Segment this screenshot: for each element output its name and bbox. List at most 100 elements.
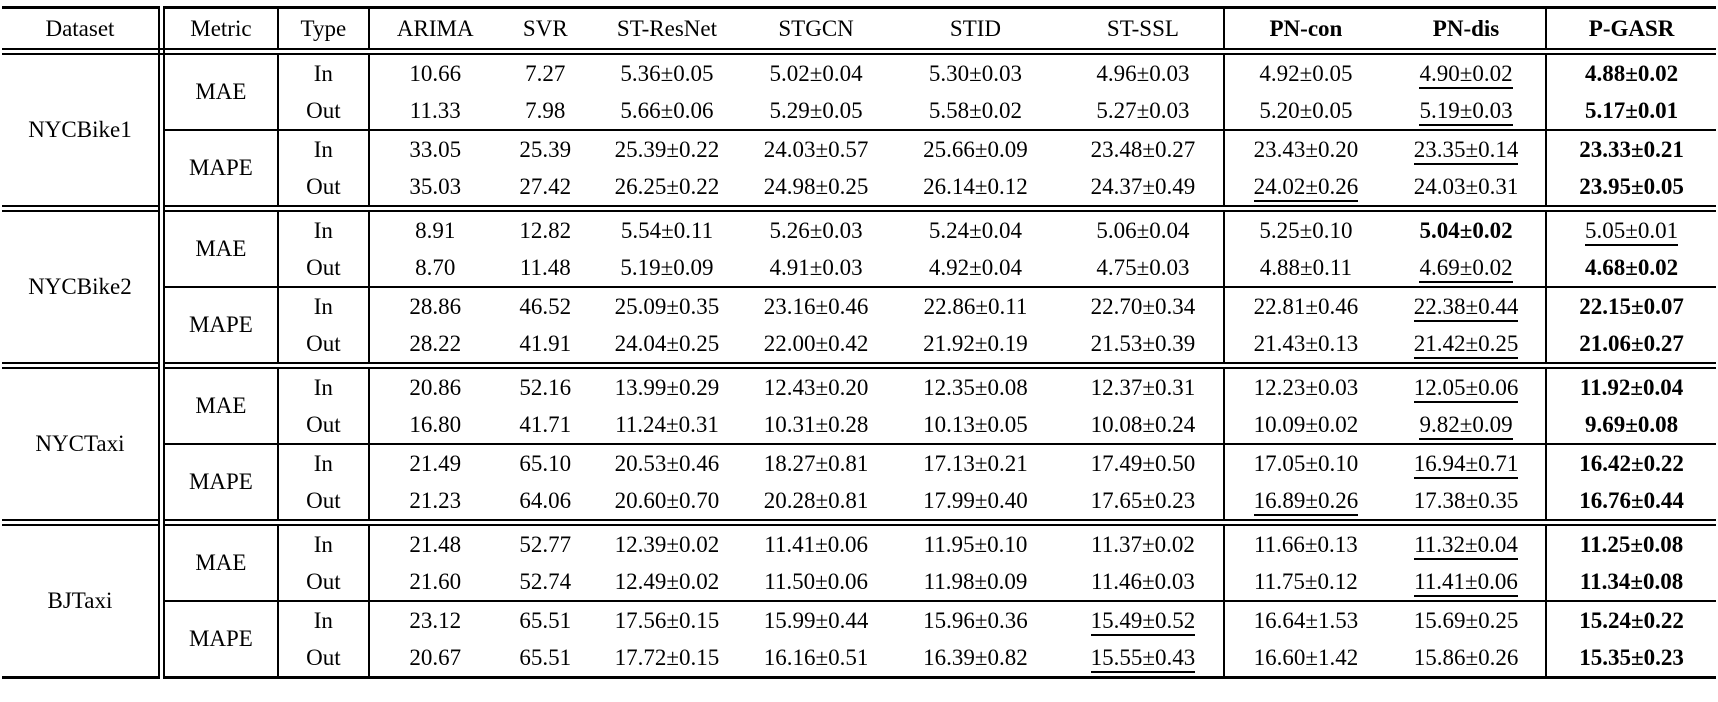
value-cell: 22.15±0.07 <box>1546 286 1716 325</box>
value-cell: 21.43±0.13 <box>1224 325 1387 366</box>
cell-value: 16.42±0.22 <box>1579 450 1684 476</box>
cell-value: 21.53±0.39 <box>1090 330 1196 356</box>
value-cell: 16.94±0.71 <box>1386 443 1548 482</box>
metric-label: MAE <box>161 519 279 601</box>
value-cell: 17.49±0.50 <box>1062 443 1226 482</box>
column-header-stid: STID <box>888 7 1063 55</box>
value-cell: 11.50±0.06 <box>744 563 888 601</box>
value-cell: 41.71 <box>501 406 590 444</box>
cell-value: 9.69±0.08 <box>1585 411 1679 437</box>
value-cell: 17.99±0.40 <box>888 482 1063 523</box>
value-cell: 17.65±0.23 <box>1062 482 1226 523</box>
cell-value: 11.46±0.03 <box>1091 568 1195 594</box>
value-cell: 21.53±0.39 <box>1062 325 1226 366</box>
value-cell: 20.28±0.81 <box>744 482 888 523</box>
cell-value: 5.58±0.02 <box>928 97 1023 123</box>
value-cell: 21.42±0.25 <box>1386 325 1548 366</box>
value-cell: 25.39 <box>500 129 590 168</box>
type-label: Out <box>277 482 370 523</box>
value-cell: 21.23 <box>369 482 501 523</box>
value-cell: 17.13±0.21 <box>888 443 1063 482</box>
type-label: Out <box>277 563 370 601</box>
value-cell: 13.99±0.29 <box>589 362 745 406</box>
value-cell: 21.48 <box>368 519 501 563</box>
type-label: In <box>277 129 370 168</box>
cell-value: 64.06 <box>519 487 572 513</box>
cell-value: 4.90±0.02 <box>1419 60 1513 89</box>
value-cell: 12.05±0.06 <box>1386 362 1548 406</box>
cell-value: 15.55±0.43 <box>1090 644 1196 673</box>
cell-value: 16.80 <box>409 411 462 437</box>
value-cell: 11.37±0.02 <box>1062 519 1226 563</box>
value-cell: 52.77 <box>500 519 590 563</box>
cell-value: 12.82 <box>519 217 572 243</box>
cell-value: 12.39±0.02 <box>614 531 720 557</box>
value-cell: 11.34±0.08 <box>1546 563 1716 601</box>
cell-value: 23.35±0.14 <box>1413 136 1519 165</box>
value-cell: 4.96±0.03 <box>1062 51 1226 92</box>
cell-value: 4.91±0.03 <box>769 254 863 280</box>
cell-value: 28.22 <box>409 330 462 356</box>
cell-value: 24.37±0.49 <box>1090 173 1196 199</box>
value-cell: 15.24±0.22 <box>1546 600 1716 639</box>
type-label: In <box>277 519 370 563</box>
column-header-dataset: Dataset <box>2 7 165 55</box>
metric-label: MAPE <box>161 129 279 209</box>
value-cell: 23.43±0.20 <box>1224 129 1387 168</box>
value-cell: 12.23±0.03 <box>1224 362 1387 406</box>
value-cell: 23.95±0.05 <box>1546 168 1716 209</box>
metric-label: MAPE <box>161 600 279 678</box>
value-cell: 16.60±1.42 <box>1224 639 1387 678</box>
cell-value: 5.17±0.01 <box>1585 97 1679 123</box>
value-cell: 12.35±0.08 <box>888 362 1063 406</box>
value-cell: 16.76±0.44 <box>1546 482 1716 523</box>
cell-value: 52.74 <box>519 568 572 594</box>
value-cell: 46.52 <box>500 286 590 325</box>
dataset-label: NYCTaxi <box>2 362 165 523</box>
cell-value: 41.71 <box>519 411 572 437</box>
cell-value: 12.35±0.08 <box>923 374 1028 400</box>
value-cell: 11.25±0.08 <box>1546 519 1716 563</box>
metric-label: MAE <box>161 205 279 287</box>
cell-value: 23.43±0.20 <box>1253 136 1359 162</box>
cell-value: 5.19±0.03 <box>1419 97 1513 126</box>
type-label: In <box>277 600 370 639</box>
value-cell: 5.24±0.04 <box>888 205 1063 249</box>
header-row: Dataset Metric Type ARIMA SVR ST-ResNet … <box>2 7 1716 55</box>
cell-value: 4.92±0.05 <box>1259 60 1353 86</box>
cell-value: 23.48±0.27 <box>1090 136 1196 162</box>
value-cell: 5.66±0.06 <box>590 92 744 130</box>
column-header-svr: SVR <box>500 7 590 55</box>
metric-label: MAE <box>161 362 279 444</box>
cell-value: 16.94±0.71 <box>1413 450 1519 479</box>
cell-value: 12.49±0.02 <box>614 568 720 594</box>
value-cell: 5.06±0.04 <box>1062 205 1226 249</box>
cell-value: 10.13±0.05 <box>923 411 1028 437</box>
value-cell: 9.82±0.09 <box>1386 406 1548 444</box>
value-cell: 21.60 <box>369 563 501 601</box>
cell-value: 10.08±0.24 <box>1090 411 1196 437</box>
value-cell: 64.06 <box>501 482 590 523</box>
value-cell: 11.41±0.06 <box>744 519 889 563</box>
cell-value: 17.05±0.10 <box>1253 450 1359 476</box>
cell-value: 17.49±0.50 <box>1090 450 1196 476</box>
table-row: MAPE In 28.86 46.52 25.09±0.35 23.16±0.46 22.8… <box>2 286 1716 366</box>
value-cell: 4.91±0.03 <box>744 249 888 287</box>
cell-value: 5.54±0.11 <box>620 217 714 243</box>
column-header-st-ssl: ST-SSL <box>1062 7 1226 55</box>
table-header: Dataset Metric Type ARIMA SVR ST-ResNet … <box>2 7 1716 55</box>
cell-value: 17.13±0.21 <box>923 450 1028 476</box>
table-row: Out 16.80 41.71 11.24±0.31 10.31±0.28 10.13±0… <box>2 406 1716 444</box>
value-cell: 10.31±0.28 <box>744 406 888 444</box>
cell-value: 21.48 <box>409 531 462 557</box>
cell-value: 5.36±0.05 <box>620 60 714 86</box>
cell-value: 15.69±0.25 <box>1413 607 1519 633</box>
cell-value: 23.16±0.46 <box>763 293 869 319</box>
value-cell: 4.88±0.11 <box>1224 249 1387 287</box>
value-cell: 5.20±0.05 <box>1224 92 1387 130</box>
cell-value: 20.60±0.70 <box>614 487 720 513</box>
cell-value: 12.05±0.06 <box>1413 374 1519 403</box>
cell-value: 5.29±0.05 <box>769 97 863 123</box>
cell-value: 11.32±0.04 <box>1414 531 1518 560</box>
type-label: In <box>277 443 370 482</box>
